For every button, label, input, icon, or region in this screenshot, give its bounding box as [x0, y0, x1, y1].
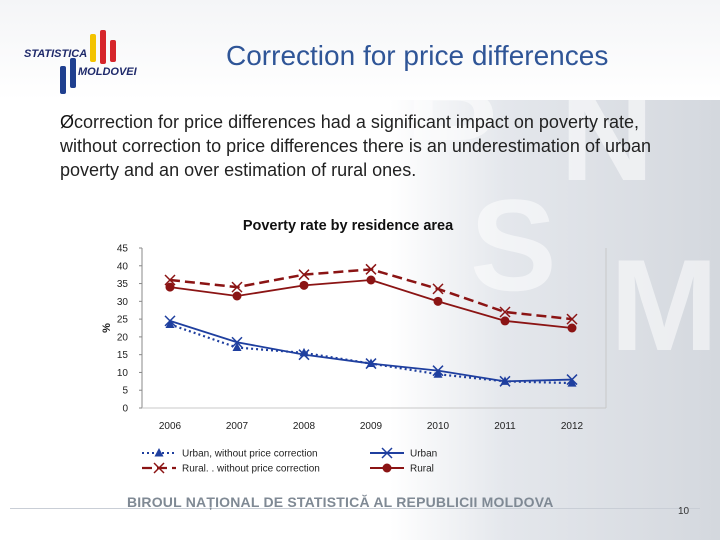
legend-label-4: Rural [410, 464, 434, 475]
legend-marker-2 [153, 462, 165, 474]
header-band [0, 0, 720, 100]
y-tick-label: 35 [117, 279, 129, 290]
y-axis-label: % [101, 323, 113, 333]
data-point-series-4 [165, 282, 175, 292]
bullet-text: correction for price differences had a s… [60, 112, 651, 180]
logo-text-top: STATISTICA [24, 48, 88, 60]
y-tick-label: 10 [117, 368, 129, 379]
data-point-series-4 [232, 291, 242, 301]
data-point-series-4 [299, 280, 309, 290]
y-tick-label: 0 [122, 404, 128, 415]
logo-bar [110, 40, 116, 62]
data-point-series-2 [298, 269, 310, 281]
bullet-marker: Ø [60, 112, 75, 132]
data-point-series-2 [164, 274, 176, 286]
watermark-letter: S [470, 172, 557, 318]
chart-title: Poverty rate by residence area [242, 218, 454, 234]
data-point-series-3 [164, 315, 176, 327]
y-tick-label: 25 [117, 315, 129, 326]
data-point-series-2 [365, 263, 377, 275]
y-tick-label: 40 [117, 261, 129, 272]
data-point-series-4 [433, 296, 443, 306]
data-point-series-3 [365, 358, 377, 370]
logo-bar [60, 66, 66, 94]
x-tick-label: 2006 [159, 421, 182, 432]
x-tick-label: 2010 [427, 421, 450, 432]
data-point-series-1 [165, 319, 175, 328]
x-tick-label: 2009 [360, 421, 383, 432]
data-point-series-4 [500, 316, 510, 326]
footer-text: BIROUL NAȚIONAL DE STATISTICĂ AL REPUBLI… [127, 494, 554, 510]
data-point-series-1 [433, 369, 443, 378]
logo-text-bottom: MOLDOVEI [78, 66, 137, 78]
y-tick-label: 15 [117, 350, 129, 361]
line-chart: 0 5 10 15 20 25 30 35 40 45% 2006 2007 2008 2009 2010 2… [101, 244, 607, 475]
footer-divider [10, 508, 700, 509]
logo: STATISTICA MOLDOVEI [18, 26, 168, 96]
y-tick-label: 5 [122, 386, 128, 397]
y-tick-label: 30 [117, 297, 129, 308]
x-tick-label: 2007 [226, 421, 249, 432]
series-line-1 [169, 323, 573, 385]
legend-label-1: Urban, without price correction [182, 449, 318, 460]
x-tick-label: 2012 [561, 421, 584, 432]
data-point-series-2 [231, 281, 243, 293]
data-point-series-3 [231, 336, 243, 348]
data-point-series-3 [298, 349, 310, 361]
data-point-series-2 [432, 283, 444, 295]
bullet-paragraph: Øcorrection for price differences had a … [60, 110, 695, 182]
data-point-series-3 [432, 365, 444, 377]
x-tick-label: 2011 [494, 421, 516, 432]
legend-marker-3 [381, 447, 393, 459]
watermark-letter: M [610, 232, 718, 378]
legend-marker-4 [382, 463, 392, 473]
logo-bar [70, 58, 76, 88]
y-tick-label: 45 [117, 244, 129, 255]
legend-label-3: Urban [410, 449, 437, 460]
data-point-series-1 [232, 342, 242, 352]
data-point-series-1 [567, 378, 577, 387]
data-point-series-3 [566, 374, 578, 386]
data-point-series-2 [566, 313, 578, 325]
x-tick-label: 2008 [293, 421, 316, 432]
legend-label-2: Rural. . without price correction [182, 464, 320, 475]
legend-marker-1 [154, 448, 164, 457]
y-tick-label: 20 [117, 332, 129, 343]
series-line-3 [169, 320, 573, 383]
data-point-series-3 [499, 375, 511, 387]
logo-bar [90, 34, 96, 62]
data-point-series-4 [366, 275, 376, 285]
data-point-series-2 [499, 306, 511, 318]
slide-title: Correction for price differences [226, 40, 609, 71]
data-point-series-4 [567, 323, 577, 333]
logo-bar [100, 30, 106, 64]
page-number: 10 [678, 506, 690, 517]
